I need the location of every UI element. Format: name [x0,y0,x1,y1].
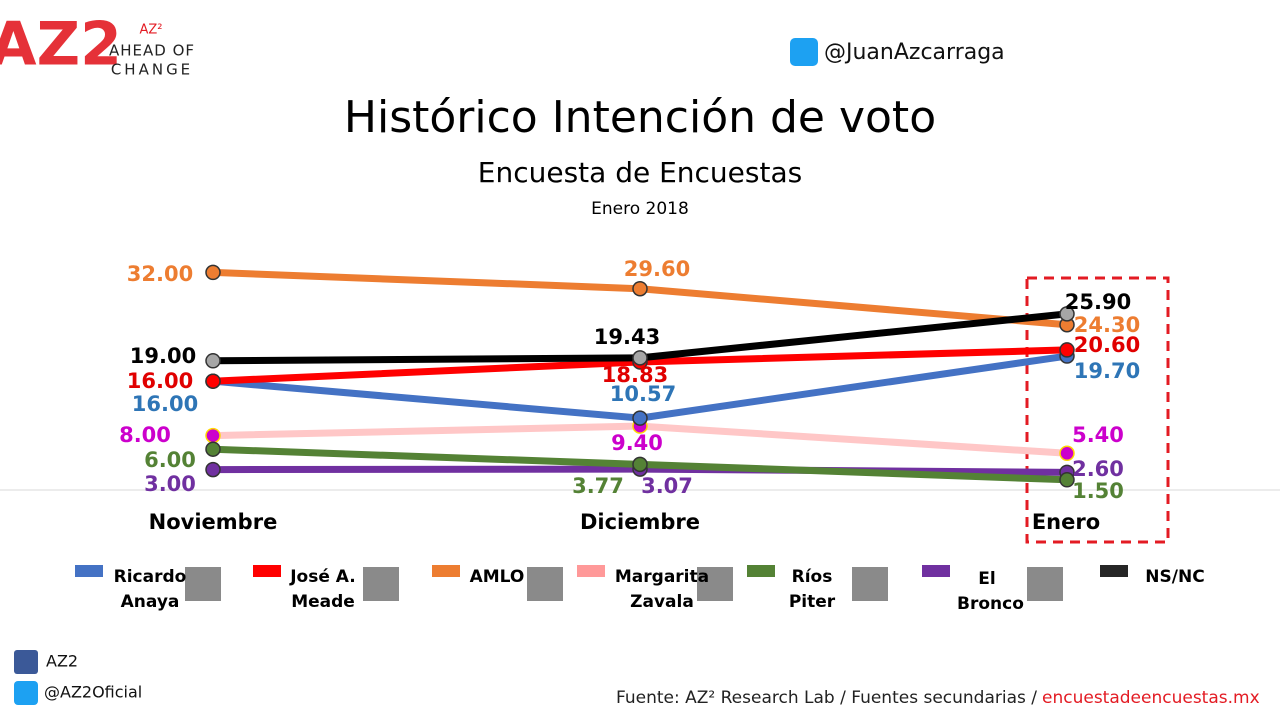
twitter-icon [14,681,38,705]
legend-photo [852,567,888,601]
data-label: 19.70 [1074,359,1140,383]
highlight-box [1025,276,1170,544]
tagline: AHEAD OF [109,42,195,60]
marker [1059,306,1075,322]
marker [205,461,221,478]
data-label: 20.60 [1074,333,1140,357]
marker [205,427,221,444]
chart-subtitle: Encuesta de Encuestas [478,156,802,189]
data-label: 24.30 [1074,313,1140,337]
data-label: 32.00 [127,262,193,286]
marker [205,353,221,369]
data-label: 10.57 [610,382,676,406]
data-label: 6.00 [144,448,196,472]
tagline: CHANGE [111,61,193,79]
marker [1059,342,1075,358]
twitter-icon [790,38,818,66]
source: Fuente: AZ² Research Lab / Fuentes secun… [616,688,1037,708]
legend-label: NS/NC [1145,567,1205,587]
data-label: 29.60 [624,257,690,281]
twitter-handle: @JuanAzcarraga [824,40,1005,65]
marker [205,373,221,389]
x-tick-label: Diciembre [580,510,700,534]
marker [1059,472,1075,488]
data-label: 16.00 [132,392,198,416]
marker [1059,445,1075,462]
facebook-handle: AZ2 [46,652,78,671]
marker [632,280,648,297]
legend-photo [185,567,221,601]
legend-swatch [432,565,460,577]
legend-swatch [253,565,281,577]
legend-swatch [75,565,103,577]
legend-swatch [922,565,950,577]
legend-label: AMLO [469,567,525,587]
legend-photo [527,567,563,601]
legend-label: Ríos Piter [788,567,836,612]
chart-title: Histórico Intención de voto [344,92,936,143]
legend-swatch [747,565,775,577]
legend-label: Ricardo Anaya [113,567,187,612]
logo-bg [14,14,98,76]
legend-photo [363,567,399,601]
data-label: 19.00 [130,344,196,368]
marker [632,410,648,426]
marker [205,441,221,457]
data-label: 3.07 [641,474,693,498]
logo-text: AZ2 [0,10,122,80]
data-label: 3.77 [572,474,624,498]
logo-sup: AZ² [139,23,162,38]
marker [632,456,648,473]
legend-label: José A. Meade [290,567,356,612]
x-tick-label: Noviembre [149,510,278,534]
data-label: 1.50 [1072,479,1124,503]
legend-swatch [1100,565,1128,577]
marker [632,350,648,366]
legend-photo [1027,567,1063,601]
chart-date: Enero 2018 [591,199,689,219]
legend-photo [697,567,733,601]
data-label: 16.00 [127,369,193,393]
twitter-handle: @AZ2Oficial [44,683,142,702]
marker [205,264,221,281]
legend-swatch [577,565,605,577]
facebook-icon [14,650,38,674]
data-label: 9.40 [611,431,663,455]
source-link: encuestadeencuestas.mx [1042,688,1260,708]
data-label: 18.83 [602,363,668,387]
legend-label: Margarita Zavala [614,567,710,612]
logo: AZ2 AZ² AHEAD OF CHANGE [0,10,195,80]
data-label: 25.90 [1065,290,1131,314]
data-label: 2.60 [1072,457,1124,481]
data-label: 19.43 [594,325,660,349]
legend-label: El Bronco [957,569,1024,614]
data-label: 8.00 [119,423,171,447]
data-label: 3.00 [144,472,196,496]
data-label: 5.40 [1072,423,1124,447]
x-tick-label: Enero [1032,510,1100,534]
